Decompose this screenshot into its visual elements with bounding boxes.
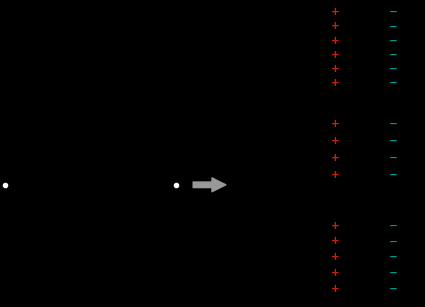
Text: +: + [331, 78, 339, 88]
Text: −: − [389, 153, 397, 163]
Text: +: + [331, 284, 339, 293]
Text: −: − [389, 50, 397, 60]
Text: −: − [389, 170, 397, 180]
Text: −: − [389, 7, 397, 17]
Text: +: + [331, 136, 339, 146]
Text: +: + [331, 252, 339, 262]
Text: +: + [331, 153, 339, 163]
Text: +: + [331, 21, 339, 31]
Text: −: − [389, 64, 397, 74]
Text: +: + [331, 50, 339, 60]
Text: +: + [331, 64, 339, 74]
Text: −: − [389, 252, 397, 262]
Text: +: + [331, 7, 339, 17]
Text: −: − [389, 268, 397, 278]
Text: −: − [389, 284, 397, 293]
Text: −: − [389, 221, 397, 231]
Text: +: + [331, 236, 339, 247]
Text: +: + [331, 170, 339, 180]
Text: −: − [389, 136, 397, 146]
Text: +: + [331, 119, 339, 129]
Text: +: + [331, 36, 339, 45]
Text: −: − [389, 236, 397, 247]
Text: −: − [389, 119, 397, 129]
Text: −: − [389, 78, 397, 88]
Text: −: − [389, 36, 397, 45]
FancyArrowPatch shape [193, 178, 226, 192]
Text: −: − [389, 21, 397, 31]
Text: +: + [331, 221, 339, 231]
Text: +: + [331, 268, 339, 278]
